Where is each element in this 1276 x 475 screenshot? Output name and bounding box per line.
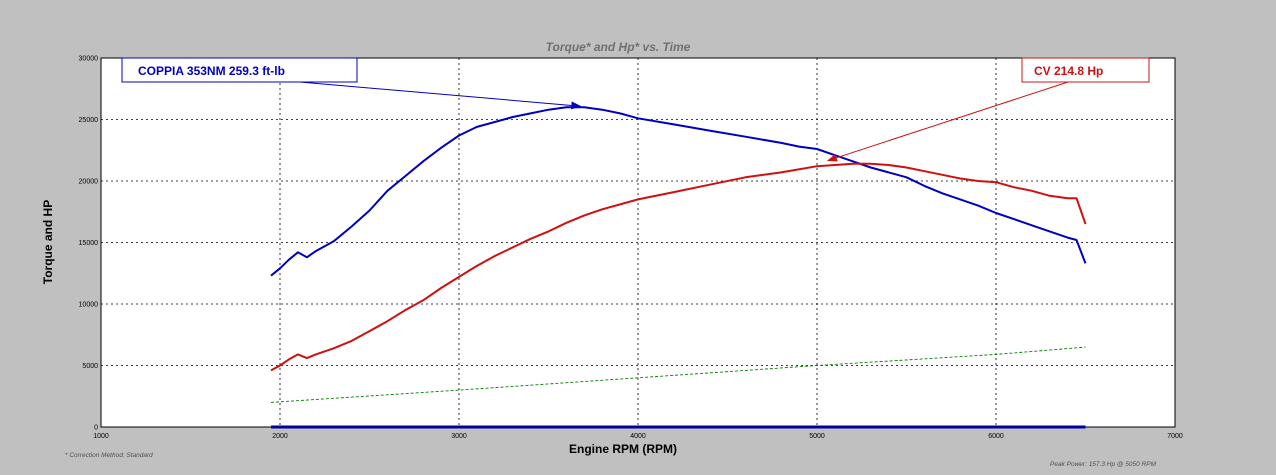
x-tick-label: 1000 [93,433,109,440]
grid-lines [101,58,1175,427]
y-tick-label: 25000 [79,117,99,124]
hp-callout-box [1021,57,1150,83]
chart-title: Torque* and Hp* vs. Time [546,40,691,54]
y-tick-label: 0 [94,425,98,432]
y-tick-label: 10000 [79,302,99,309]
axis-ticks: 1000 2000 3000 4000 5000 6000 7000 0 5000 10000 15… [79,56,1183,441]
x-tick-label: 4000 [630,433,646,440]
y-tick-label: 30000 [79,56,99,63]
footnote-correction-method: * Correction Method: Standard [65,452,153,459]
x-tick-label: 6000 [988,433,1004,440]
x-axis-label: Engine RPM (RPM) [569,442,677,456]
series-lines [270,106,1087,429]
x-tick-label: 7000 [1167,433,1183,440]
y-axis-label: Torque and HP [41,200,55,284]
torque-callout-box [121,57,358,83]
y-tick-label: 5000 [82,363,98,370]
x-tick-label: 3000 [451,433,467,440]
torque-callout-arrow [299,81,582,110]
series-reference-line [270,346,1086,403]
x-tick-label: 2000 [272,433,288,440]
series-hp-line [270,162,1087,372]
series-torque-line [270,106,1087,277]
footnote-peak-power: Peak Power: 157.3 Hp @ 5050 RPM [1050,461,1157,468]
torque-callout-label: COPPIA 353NM 259.3 ft-lb [138,64,285,78]
x-tick-label: 5000 [809,433,825,440]
hp-callout-label: CV 214.8 Hp [1034,64,1103,78]
y-tick-label: 20000 [79,179,99,186]
hp-callout-arrow [826,81,1069,162]
annotations: COPPIA 353NM 259.3 ft-lb CV 214.8 Hp [121,57,1150,162]
y-tick-label: 15000 [79,240,99,247]
